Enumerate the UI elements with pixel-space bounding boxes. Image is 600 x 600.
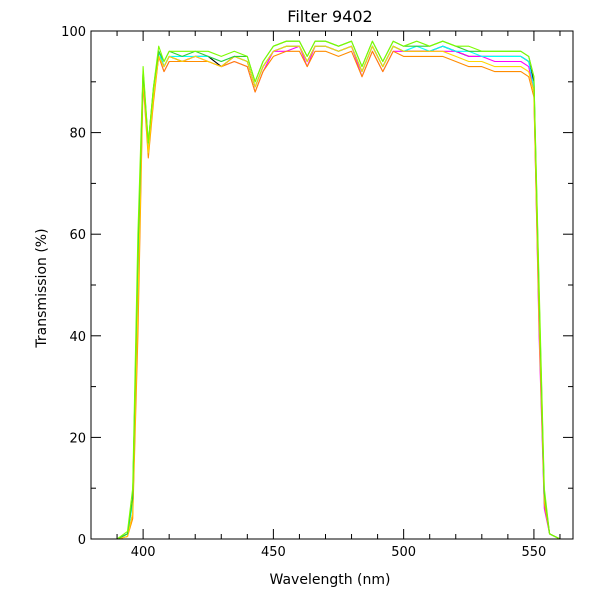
series-layer bbox=[91, 40, 573, 540]
y-tick-label: 100 bbox=[61, 25, 86, 40]
x-tick-label: 450 bbox=[261, 545, 286, 560]
series-line-5 bbox=[91, 45, 573, 540]
y-tick-label: 40 bbox=[69, 330, 86, 345]
y-tick-label: 60 bbox=[69, 228, 86, 243]
y-tick-label: 80 bbox=[69, 127, 86, 142]
y-tick-label: 20 bbox=[69, 431, 86, 446]
x-tick-label: 400 bbox=[131, 545, 156, 560]
x-tick-label: 550 bbox=[522, 545, 547, 560]
x-axis-title: Wavelength (nm) bbox=[270, 572, 391, 588]
ticks-layer: 400 450 500 550 0 20 40 60 80 100 bbox=[61, 25, 573, 560]
chart-title: Filter 9402 bbox=[287, 7, 372, 26]
y-tick-label: 0 bbox=[78, 533, 86, 548]
y-axis-title: Transmission (%) bbox=[34, 228, 50, 348]
series-line-7 bbox=[91, 40, 573, 540]
x-tick-label: 500 bbox=[391, 545, 416, 560]
